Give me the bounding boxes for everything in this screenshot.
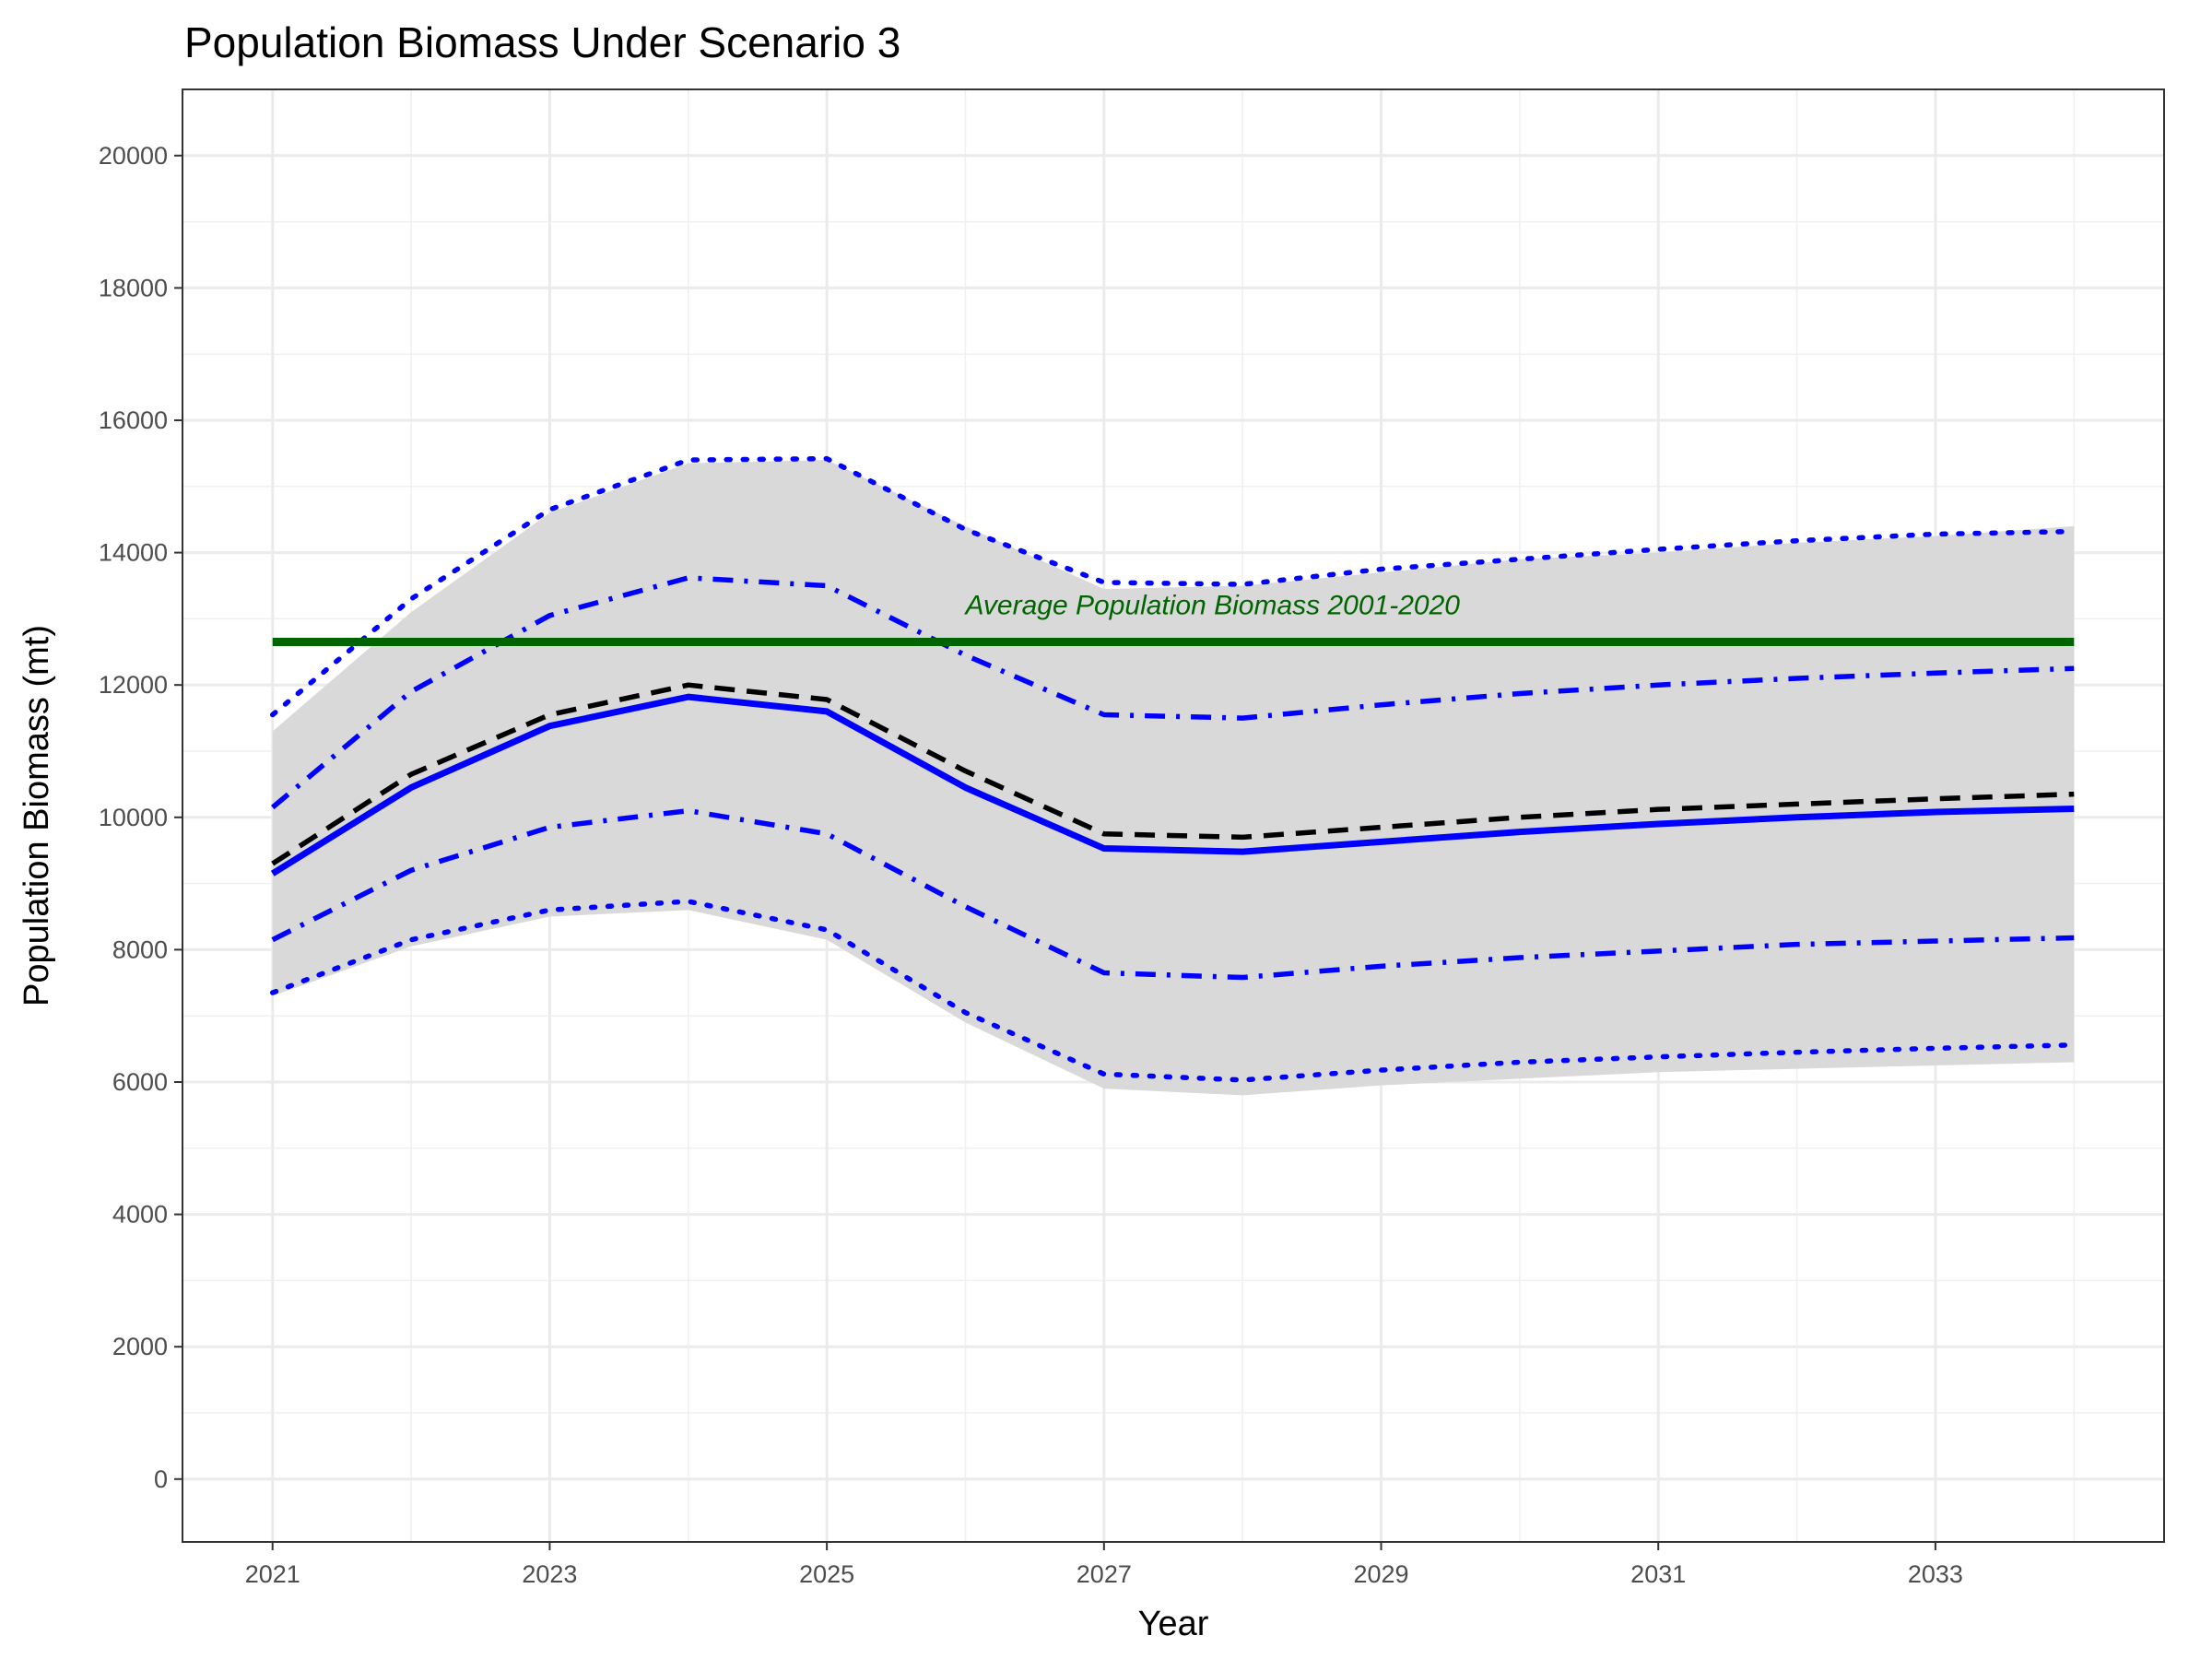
series-line-dotted-0 — [269, 455, 2077, 718]
plot-area: Average Population Biomass 2001-2020 — [182, 88, 2165, 1543]
series-line-dotted-5 — [269, 899, 2077, 1083]
series-line-dashdot-1 — [270, 575, 2075, 810]
x-tick-label: 2029 — [1353, 1560, 1408, 1588]
y-tick-label: 6000 — [112, 1068, 168, 1096]
x-tick-label: 2023 — [522, 1560, 577, 1588]
series-layer — [269, 455, 2077, 1083]
uncertainty-band — [272, 460, 2075, 1096]
chart-title: Population Biomass Under Scenario 3 — [184, 18, 900, 66]
y-tick-label: 20000 — [99, 142, 168, 170]
y-tick-label: 18000 — [99, 274, 168, 301]
y-tick-label: 0 — [154, 1465, 168, 1493]
series-line-dashdot-4 — [271, 807, 2075, 981]
y-tick-label: 10000 — [99, 804, 168, 831]
x-axis-title: Year — [1138, 1605, 1209, 1643]
y-tick-label: 12000 — [99, 671, 168, 699]
y-tick-label: 14000 — [99, 539, 168, 567]
x-tick-label: 2021 — [245, 1560, 300, 1588]
y-tick-label: 8000 — [112, 935, 168, 963]
reference-layer: Average Population Biomass 2001-2020 — [272, 591, 2075, 647]
x-tick-label: 2031 — [1630, 1560, 1686, 1588]
band-layer — [272, 460, 2075, 1096]
y-axis-title: Population Biomass (mt) — [18, 625, 56, 1006]
reference-line-label: Average Population Biomass 2001-2020 — [963, 591, 1460, 621]
x-axis: 2021 2023 2025 2027 2029 2031 2033 — [245, 1542, 1963, 1588]
x-tick-label: 2027 — [1077, 1560, 1132, 1588]
y-tick-label: 4000 — [112, 1201, 168, 1229]
x-tick-label: 2033 — [1908, 1560, 1963, 1588]
y-tick-label: 2000 — [112, 1333, 168, 1360]
x-tick-label: 2025 — [799, 1560, 854, 1588]
series-line-dashed-2 — [271, 682, 2075, 866]
y-axis: 0 2000 4000 6000 8000 10000 12000 14000 16000 180… — [99, 142, 182, 1493]
series-line-solid-3 — [270, 693, 2075, 877]
plot-border — [182, 88, 2165, 1543]
y-tick-label: 16000 — [99, 406, 168, 434]
